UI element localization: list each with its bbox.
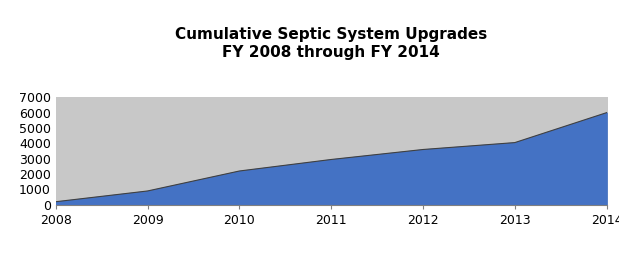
Text: Cumulative Septic System Upgrades
FY 2008 through FY 2014: Cumulative Septic System Upgrades FY 200… xyxy=(175,27,487,60)
